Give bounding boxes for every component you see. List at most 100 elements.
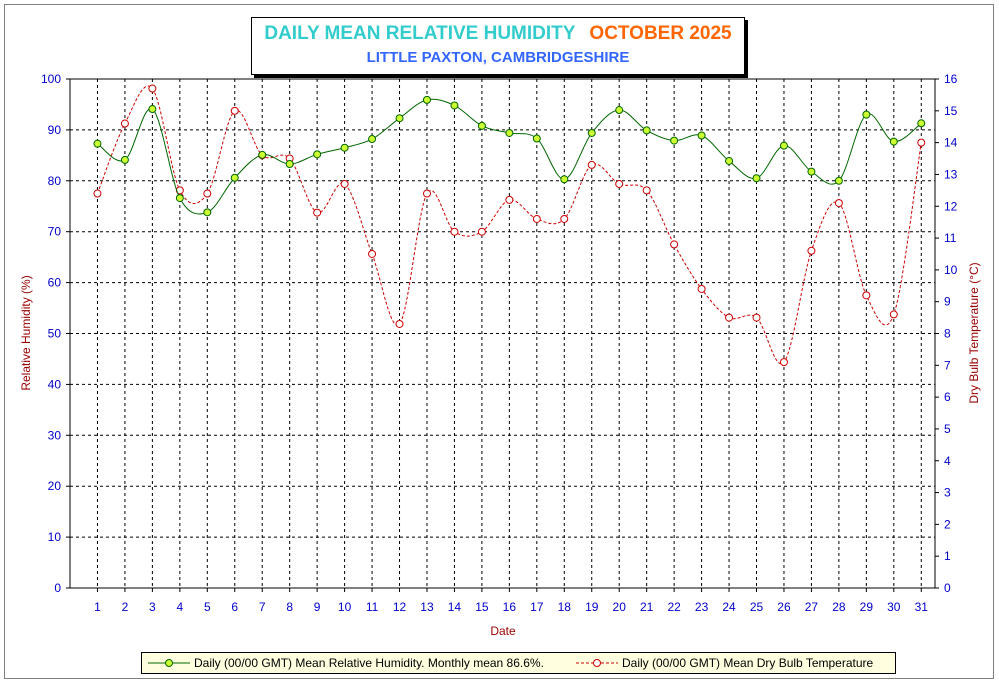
data-point-humidity <box>560 175 569 184</box>
chart-period: OCTOBER 2025 <box>589 23 732 44</box>
data-point-humidity <box>670 136 679 145</box>
x-tick-label: 27 <box>805 600 819 614</box>
data-point-humidity <box>175 194 184 203</box>
right-tick-label: 10 <box>944 263 958 277</box>
left-tick-label: 70 <box>48 225 62 239</box>
data-point-temperature <box>505 195 514 204</box>
data-point-humidity <box>313 150 322 159</box>
data-point-humidity <box>93 139 102 148</box>
data-point-humidity <box>340 143 349 152</box>
data-point-humidity <box>368 135 377 144</box>
data-point-temperature <box>779 358 788 367</box>
title-box: DAILY MEAN RELATIVE HUMIDITY OCTOBER 2025… <box>251 17 745 75</box>
data-point-temperature <box>532 214 541 223</box>
data-point-temperature <box>889 310 898 319</box>
x-tick-label: 10 <box>338 600 352 614</box>
x-tick-label: 14 <box>448 600 462 614</box>
right-axis-label: Dry Bulb Temperature (°C) <box>967 262 981 403</box>
grid-lines <box>70 79 935 588</box>
data-point-humidity <box>477 121 486 130</box>
data-point-temperature <box>862 291 871 300</box>
left-axis: 0 10 20 30 40 50 60 70 80 90 100 <box>41 72 70 595</box>
data-point-temperature <box>725 313 734 322</box>
data-point-humidity <box>422 95 431 104</box>
left-tick-label: 0 <box>54 581 61 595</box>
data-point-humidity <box>450 101 459 110</box>
left-tick-label: 60 <box>48 276 62 290</box>
legend-item-humidity: Daily (00/00 GMT) Mean Relative Humidity… <box>144 653 544 673</box>
right-tick-label: 5 <box>944 422 951 436</box>
chart-frame <box>4 4 994 679</box>
right-tick-label: 12 <box>944 199 958 213</box>
data-point-temperature <box>450 227 459 236</box>
left-tick-label: 90 <box>48 123 62 137</box>
chart-title: DAILY MEAN RELATIVE HUMIDITY <box>264 23 576 44</box>
legend-label-humidity: Daily (00/00 GMT) Mean Relative Humidity… <box>194 656 544 670</box>
data-point-humidity <box>642 126 651 135</box>
data-point-temperature <box>313 208 322 217</box>
right-tick-label: 16 <box>944 72 958 86</box>
x-tick-label: 22 <box>667 600 681 614</box>
x-tick-label: 25 <box>750 600 764 614</box>
x-tick-label: 11 <box>366 600 379 614</box>
x-tick-label: 28 <box>832 600 846 614</box>
right-tick-label: 6 <box>944 390 951 404</box>
x-tick-label: 3 <box>149 600 156 614</box>
data-point-temperature <box>587 160 596 169</box>
right-tick-label: 0 <box>944 581 951 595</box>
x-tick-label: 6 <box>231 600 238 614</box>
data-point-temperature <box>697 284 706 293</box>
left-tick-label: 20 <box>48 479 62 493</box>
data-point-temperature <box>642 186 651 195</box>
right-tick-label: 11 <box>944 231 957 245</box>
data-point-humidity <box>230 173 239 182</box>
data-point-temperature <box>615 179 624 188</box>
right-tick-label: 1 <box>944 549 951 563</box>
x-tick-label: 23 <box>695 600 709 614</box>
x-tick-label: 24 <box>722 600 736 614</box>
right-tick-label: 3 <box>944 486 951 500</box>
data-point-humidity <box>725 156 734 165</box>
legend: Daily (00/00 GMT) Mean Relative Humidity… <box>141 652 896 674</box>
data-point-temperature <box>477 227 486 236</box>
right-tick-label: 9 <box>944 295 951 309</box>
data-point-temperature <box>148 84 157 93</box>
data-point-humidity <box>395 114 404 123</box>
x-tick-label: 30 <box>887 600 901 614</box>
data-point-temperature <box>670 240 679 249</box>
data-point-humidity <box>697 131 706 140</box>
x-tick-label: 29 <box>860 600 874 614</box>
x-axis-label: Date <box>490 624 516 638</box>
legend-swatch-temperature <box>576 659 618 667</box>
x-tick-label: 1 <box>94 600 101 614</box>
legend-item-temperature: Daily (00/00 GMT) Mean Dry Bulb Temperat… <box>572 653 873 673</box>
data-point-temperature <box>422 189 431 198</box>
data-point-temperature <box>752 313 761 322</box>
left-tick-label: 50 <box>48 327 62 341</box>
left-tick-label: 40 <box>48 377 62 391</box>
data-point-humidity <box>148 105 157 114</box>
title-line: DAILY MEAN RELATIVE HUMIDITY OCTOBER 2025 <box>252 23 744 45</box>
data-point-humidity <box>889 137 898 146</box>
data-point-humidity <box>505 128 514 137</box>
data-point-humidity <box>120 155 129 164</box>
data-point-humidity <box>258 150 267 159</box>
x-tick-label: 8 <box>286 600 293 614</box>
right-tick-label: 15 <box>944 104 958 118</box>
data-point-humidity <box>779 141 788 150</box>
legend-swatch-humidity <box>148 659 190 667</box>
right-tick-label: 13 <box>944 167 958 181</box>
data-point-temperature <box>230 106 239 115</box>
data-point-temperature <box>340 179 349 188</box>
x-tick-label: 31 <box>915 600 929 614</box>
data-point-temperature <box>368 249 377 258</box>
x-tick-label: 4 <box>176 600 183 614</box>
chart-subtitle: LITTLE PAXTON, CAMBRIDGESHIRE <box>366 49 630 66</box>
data-point-humidity <box>615 106 624 115</box>
left-tick-label: 10 <box>48 530 62 544</box>
legend-label-temperature: Daily (00/00 GMT) Mean Dry Bulb Temperat… <box>622 656 874 670</box>
x-tick-label: 16 <box>503 600 517 614</box>
data-point-humidity <box>917 119 926 128</box>
